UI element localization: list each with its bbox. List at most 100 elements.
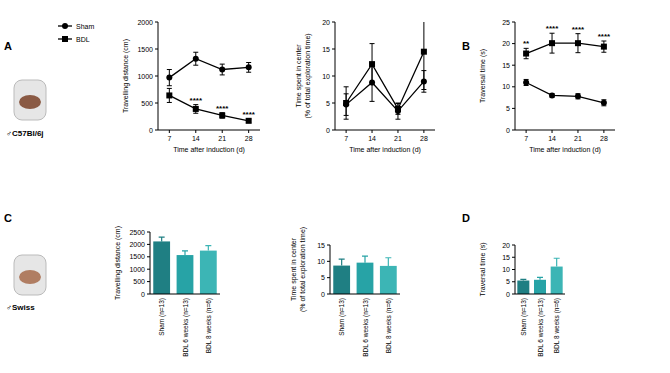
- y-tick-label: 5: [506, 278, 510, 285]
- error-bar: [601, 41, 606, 52]
- y-tick-label: 2500: [129, 229, 145, 236]
- point: [343, 100, 349, 106]
- y-tick: [512, 294, 515, 295]
- y-tick-label: 0: [326, 127, 330, 134]
- y-tick: [332, 49, 335, 50]
- liver-icon: [19, 95, 41, 109]
- x-tick-label: 28: [245, 135, 253, 142]
- y-tick-label: 20: [322, 19, 330, 26]
- y-tick-label: 10: [317, 258, 325, 265]
- strain-label: ♂Swiss: [6, 303, 35, 312]
- chart: 0500100015002000Travelling distance (cm)…: [58, 19, 260, 155]
- error-bar: [205, 246, 211, 251]
- y-tick: [147, 281, 150, 282]
- y-axis-title-line: Travelling distance (cm): [122, 39, 130, 113]
- x-tick-label: 21: [218, 135, 226, 142]
- x-axis: [515, 294, 565, 295]
- plot-area: [343, 22, 427, 119]
- y-axis: [150, 232, 151, 294]
- x-tick-label: 7: [167, 135, 171, 142]
- x-axis: [330, 294, 400, 295]
- error-bar: [395, 104, 400, 115]
- error-bar: [601, 100, 606, 106]
- x-axis: [515, 130, 615, 131]
- x-axis-title: Time after induction (d): [173, 146, 245, 154]
- x-tick: [195, 130, 196, 133]
- x-tick: [169, 130, 170, 133]
- y-tick-label: 2000: [137, 19, 153, 26]
- panel-label: D: [462, 212, 470, 224]
- chart: 05101520Time spent in center(% of total …: [295, 14, 435, 154]
- error-bar: [339, 259, 345, 266]
- error-bar: [385, 258, 391, 266]
- x-tick: [222, 130, 223, 133]
- category-label: Sham (n=13): [520, 298, 528, 336]
- bar: [177, 255, 194, 294]
- x-tick-label: 7: [344, 135, 348, 142]
- liver-icon: [19, 270, 41, 284]
- y-tick-label: 5: [321, 274, 325, 281]
- point: [219, 67, 225, 73]
- x-axis: [158, 130, 260, 131]
- error-bar: [167, 70, 172, 86]
- y-tick: [512, 245, 515, 246]
- y-tick-label: 20: [502, 40, 510, 47]
- bar: [551, 267, 563, 294]
- category-label: Sham (n=13): [338, 298, 346, 336]
- error-bar: [524, 48, 529, 58]
- y-tick-label: 10: [322, 73, 330, 80]
- y-tick-label: 1000: [129, 266, 145, 273]
- y-tick: [327, 294, 330, 295]
- y-axis-title-line: Traversal time (s): [479, 49, 487, 103]
- series-line: [346, 52, 424, 109]
- error-bar: [182, 251, 188, 255]
- category-label: Sham (n=13): [158, 298, 166, 336]
- x-tick: [526, 130, 527, 133]
- x-axis-title: Time after induction (d): [529, 146, 601, 154]
- panel-label: B: [462, 40, 470, 52]
- y-tick: [327, 245, 330, 246]
- y-tick-label: 1500: [137, 46, 153, 53]
- x-tick: [603, 130, 604, 133]
- chart: 0510152025Traversal time (s)7142128Time …: [479, 19, 615, 155]
- y-tick: [512, 43, 515, 44]
- y-tick: [512, 281, 515, 282]
- bar: [357, 263, 374, 294]
- y-tick: [512, 86, 515, 87]
- y-tick: [332, 22, 335, 23]
- point: [601, 100, 607, 106]
- legend-label: BDL: [76, 36, 90, 43]
- point: [193, 56, 199, 62]
- plot-area: [333, 256, 396, 294]
- point: [219, 112, 225, 118]
- y-tick-label: 0: [321, 291, 325, 298]
- error-bar: [193, 105, 198, 114]
- series-line: [169, 95, 248, 120]
- error-bar: [550, 33, 555, 53]
- significance: ****: [190, 96, 203, 105]
- y-tick-label: 5: [326, 100, 330, 107]
- y-tick: [332, 130, 335, 131]
- bar: [333, 266, 350, 294]
- x-tick: [372, 130, 373, 133]
- x-tick: [423, 130, 424, 133]
- y-tick: [327, 277, 330, 278]
- panel-label: A: [4, 40, 12, 52]
- series-line: [526, 82, 604, 102]
- y-tick: [512, 269, 515, 270]
- significance: ****: [216, 104, 229, 113]
- torso-icon: [14, 255, 46, 295]
- y-axis: [515, 22, 516, 130]
- y-tick-label: 0: [506, 291, 510, 298]
- y-tick: [512, 130, 515, 131]
- bar: [200, 251, 217, 294]
- legend-label: Sham: [76, 23, 94, 30]
- plot-area: [523, 33, 607, 106]
- series-line: [526, 43, 604, 53]
- y-axis-title-line: Time spent in center: [290, 237, 298, 301]
- point: [193, 106, 199, 112]
- y-tick-label: 500: [141, 100, 153, 107]
- y-tick: [332, 103, 335, 104]
- y-tick: [155, 103, 158, 104]
- y-tick-label: 2000: [129, 241, 145, 248]
